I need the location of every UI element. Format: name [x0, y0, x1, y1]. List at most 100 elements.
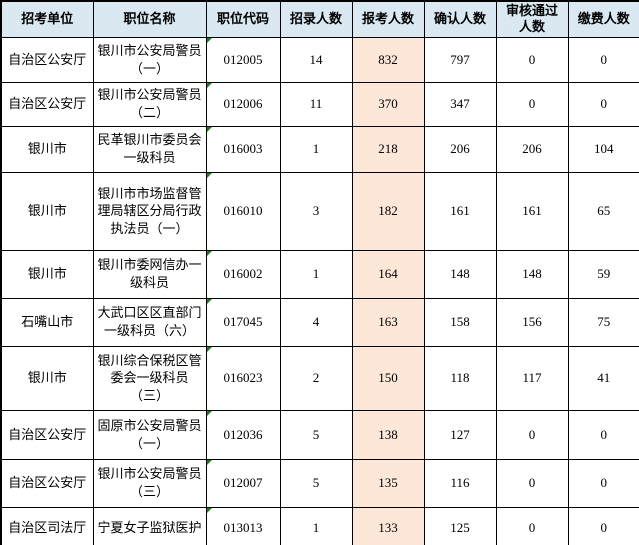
- cell-confirmed[interactable]: 161: [423, 171, 497, 251]
- cell-confirmed[interactable]: 797: [423, 36, 497, 83]
- cell-applicants[interactable]: 370: [351, 81, 425, 127]
- cell-code[interactable]: 013013: [205, 506, 281, 545]
- code-error-flag-icon: [207, 251, 212, 256]
- cell-paid[interactable]: 59: [567, 249, 639, 299]
- table-row: 自治区司法厅 宁夏女子监狱医护 013013 1 133 125 0 0: [0, 506, 639, 545]
- cell-code[interactable]: 016010: [205, 171, 281, 251]
- cell-position[interactable]: 银川市委网信办一级科员: [92, 249, 207, 299]
- cell-applicants[interactable]: 138: [351, 409, 425, 460]
- cell-recruit[interactable]: 3: [279, 171, 353, 251]
- cell-approved[interactable]: 156: [495, 297, 569, 347]
- column-header-label: 报考人数: [361, 11, 414, 27]
- cell-position[interactable]: 银川市公安局警员（二）: [92, 81, 207, 127]
- column-header-confirmed[interactable]: 确认人数: [423, 0, 497, 38]
- cell-applicants[interactable]: 135: [351, 458, 425, 508]
- cell-applicants[interactable]: 164: [351, 249, 425, 299]
- cell-unit[interactable]: 自治区司法厅: [0, 506, 94, 545]
- cell-paid[interactable]: 104: [567, 125, 639, 173]
- cell-code[interactable]: 012005: [205, 36, 281, 83]
- column-header-recruit[interactable]: 招录人数: [279, 0, 353, 38]
- code-error-flag-icon: [207, 508, 212, 513]
- column-header-unit[interactable]: 招考单位: [0, 0, 94, 38]
- cell-position[interactable]: 固原市公安局警员（一）: [92, 409, 207, 460]
- cell-code[interactable]: 016002: [205, 249, 281, 299]
- cell-confirmed[interactable]: 206: [423, 125, 497, 173]
- column-header-applicants[interactable]: 报考人数: [351, 0, 425, 38]
- cell-unit[interactable]: 银川市: [0, 249, 94, 299]
- cell-code[interactable]: 012006: [205, 81, 281, 127]
- cell-code[interactable]: 012036: [205, 409, 281, 460]
- column-header-label: 职位代码: [216, 11, 269, 27]
- cell-applicants[interactable]: 133: [351, 506, 425, 545]
- cell-position[interactable]: 大武口区区直部门一级科员（六）: [92, 297, 207, 347]
- column-header-label: 招录人数: [289, 11, 342, 27]
- cell-applicants[interactable]: 832: [351, 36, 425, 83]
- table-row: 银川市 银川综合保税区管委会一级科员（三） 016023 2 150 118 117 41: [0, 345, 639, 411]
- cell-approved[interactable]: 0: [495, 36, 569, 83]
- cell-position[interactable]: 银川市公安局警员（三）: [92, 458, 207, 508]
- column-header-label: 审核通过人数: [505, 3, 558, 35]
- cell-applicants[interactable]: 163: [351, 297, 425, 347]
- cell-recruit[interactable]: 14: [279, 36, 353, 83]
- cell-position[interactable]: 民革银川市委员会一级科员: [92, 125, 207, 173]
- cell-applicants[interactable]: 150: [351, 345, 425, 411]
- cell-recruit[interactable]: 1: [279, 125, 353, 173]
- cell-unit[interactable]: 自治区公安厅: [0, 81, 94, 127]
- cell-unit[interactable]: 银川市: [0, 345, 94, 411]
- cell-recruit[interactable]: 1: [279, 249, 353, 299]
- cell-approved[interactable]: 0: [495, 409, 569, 460]
- cell-unit[interactable]: 自治区公安厅: [0, 409, 94, 460]
- cell-confirmed[interactable]: 148: [423, 249, 497, 299]
- cell-confirmed[interactable]: 125: [423, 506, 497, 545]
- cell-paid[interactable]: 0: [567, 36, 639, 83]
- cell-applicants[interactable]: 182: [351, 171, 425, 251]
- cell-unit[interactable]: 银川市: [0, 171, 94, 251]
- cell-paid[interactable]: 0: [567, 506, 639, 545]
- table-row: 银川市 银川市市场监督管理局辖区分局行政执法员（一） 016010 3 182 161 16…: [0, 171, 639, 251]
- cell-approved[interactable]: 206: [495, 125, 569, 173]
- cell-recruit[interactable]: 5: [279, 409, 353, 460]
- cell-approved[interactable]: 161: [495, 171, 569, 251]
- cell-unit[interactable]: 石嘴山市: [0, 297, 94, 347]
- code-error-flag-icon: [207, 127, 212, 132]
- cell-code[interactable]: 016023: [205, 345, 281, 411]
- cell-paid[interactable]: 0: [567, 458, 639, 508]
- cell-paid[interactable]: 0: [567, 409, 639, 460]
- cell-confirmed[interactable]: 118: [423, 345, 497, 411]
- cell-unit[interactable]: 自治区公安厅: [0, 36, 94, 83]
- cell-recruit[interactable]: 1: [279, 506, 353, 545]
- cell-confirmed[interactable]: 347: [423, 81, 497, 127]
- cell-unit[interactable]: 银川市: [0, 125, 94, 173]
- cell-recruit[interactable]: 5: [279, 458, 353, 508]
- cell-position[interactable]: 银川市公安局警员（一）: [92, 36, 207, 83]
- cell-unit[interactable]: 自治区公安厅: [0, 458, 94, 508]
- cell-code[interactable]: 017045: [205, 297, 281, 347]
- cell-paid[interactable]: 0: [567, 81, 639, 127]
- cell-applicants[interactable]: 218: [351, 125, 425, 173]
- cell-position[interactable]: 银川综合保税区管委会一级科员（三）: [92, 345, 207, 411]
- cell-paid[interactable]: 41: [567, 345, 639, 411]
- cell-approved[interactable]: 0: [495, 506, 569, 545]
- cell-confirmed[interactable]: 158: [423, 297, 497, 347]
- column-header-code[interactable]: 职位代码: [205, 0, 281, 38]
- column-header-paid[interactable]: 缴费人数: [567, 0, 639, 38]
- cell-code[interactable]: 012007: [205, 458, 281, 508]
- cell-confirmed[interactable]: 127: [423, 409, 497, 460]
- cell-position[interactable]: 宁夏女子监狱医护: [92, 506, 207, 545]
- column-header-label: 确认人数: [433, 11, 486, 27]
- cell-approved[interactable]: 148: [495, 249, 569, 299]
- cell-approved[interactable]: 0: [495, 458, 569, 508]
- column-header-position[interactable]: 职位名称: [92, 0, 207, 38]
- cell-confirmed[interactable]: 116: [423, 458, 497, 508]
- cell-position[interactable]: 银川市市场监督管理局辖区分局行政执法员（一）: [92, 171, 207, 251]
- cell-paid[interactable]: 75: [567, 297, 639, 347]
- column-header-approved[interactable]: 审核通过人数: [495, 0, 569, 38]
- cell-paid[interactable]: 65: [567, 171, 639, 251]
- cell-recruit[interactable]: 11: [279, 81, 353, 127]
- cell-recruit[interactable]: 2: [279, 345, 353, 411]
- cell-recruit[interactable]: 4: [279, 297, 353, 347]
- cell-approved[interactable]: 117: [495, 345, 569, 411]
- cell-approved[interactable]: 0: [495, 81, 569, 127]
- cell-code[interactable]: 016003: [205, 125, 281, 173]
